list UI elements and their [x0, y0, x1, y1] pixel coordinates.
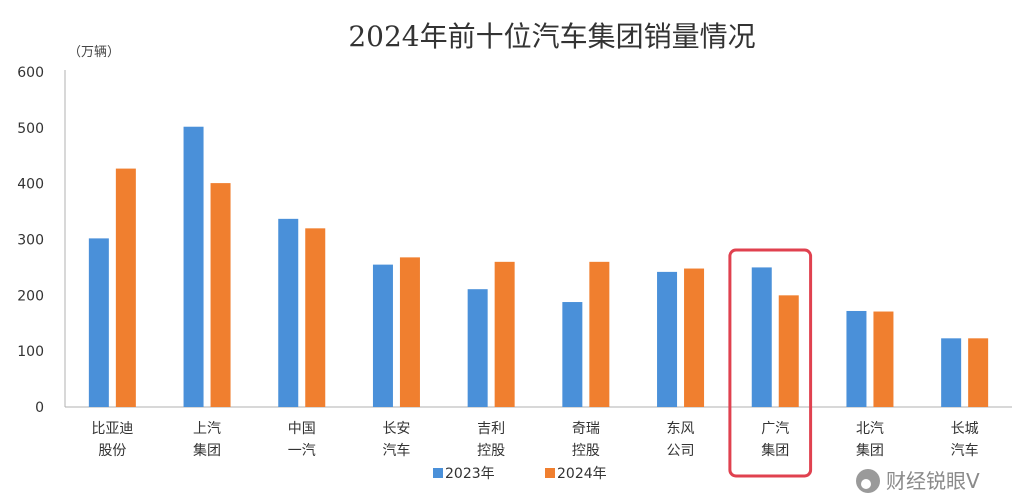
bar-2023 [88, 238, 109, 407]
y-tick-label: 500 [17, 121, 44, 137]
x-tick-label: 集团 [193, 442, 221, 459]
x-tick-label: 吉利 [477, 421, 505, 437]
x-tick-label: 控股 [477, 443, 505, 459]
x-tick-label: 广汽 [761, 421, 789, 437]
x-tick-label: 长安 [382, 421, 410, 437]
x-tick-label: 北汽 [856, 421, 884, 437]
x-tick-label: 汽车 [951, 442, 979, 459]
x-tick-label: 东风 [667, 421, 695, 437]
x-tick-label: 奇瑞 [572, 420, 600, 437]
bar-2024 [115, 168, 136, 407]
bar-2024 [494, 261, 515, 407]
weibo-logo-icon-eye [861, 479, 871, 489]
y-tick-label: 400 [17, 177, 44, 193]
x-tick-label: 中国 [288, 421, 316, 437]
bar-2023 [562, 302, 583, 407]
bar-2023 [751, 267, 772, 407]
bar-2023 [183, 126, 204, 407]
x-tick-label: 集团 [856, 442, 884, 459]
bar-2024 [684, 268, 705, 407]
x-tick-label: 股份 [98, 443, 126, 459]
bar-2024 [210, 183, 231, 407]
bar-2024 [399, 257, 420, 407]
bar-2023 [372, 264, 393, 407]
bar-2024 [589, 261, 610, 407]
y-axis-unit: （万辆） [68, 45, 120, 60]
highlight-box [728, 248, 813, 478]
chart-title: 2024年前十位汽车集团销量情况 [348, 20, 755, 53]
bar-2023 [467, 289, 488, 407]
y-tick-label: 300 [17, 233, 44, 249]
bar-2024 [778, 295, 799, 407]
x-tick-label: 上汽 [193, 421, 221, 437]
bar-2024 [968, 338, 989, 407]
bar-2023 [846, 310, 867, 407]
x-tick-label: 控股 [572, 443, 600, 459]
legend-label: 2024年 [557, 466, 607, 482]
bar-2023 [941, 338, 962, 407]
y-tick-label: 0 [35, 400, 44, 416]
y-tick-label: 600 [17, 65, 44, 81]
y-tick-label: 200 [17, 288, 44, 304]
legend-swatch [545, 468, 555, 478]
y-tick-label: 100 [17, 344, 44, 360]
x-tick-label: 汽车 [382, 442, 410, 459]
x-tick-label: 集团 [761, 442, 789, 459]
bar-2024 [873, 311, 894, 407]
x-tick-label: 公司 [667, 443, 695, 459]
x-tick-label: 一汽 [288, 443, 316, 459]
x-tick-label: 长城 [951, 421, 979, 437]
bar-2023 [278, 218, 299, 407]
bar-2024 [305, 228, 326, 407]
x-tick-label: 比亚迪 [91, 421, 133, 437]
legend-label: 2023年 [445, 466, 495, 482]
watermark-text: 财经锐眼V [886, 469, 980, 493]
legend-swatch [433, 468, 443, 478]
bar-2023 [657, 271, 678, 407]
